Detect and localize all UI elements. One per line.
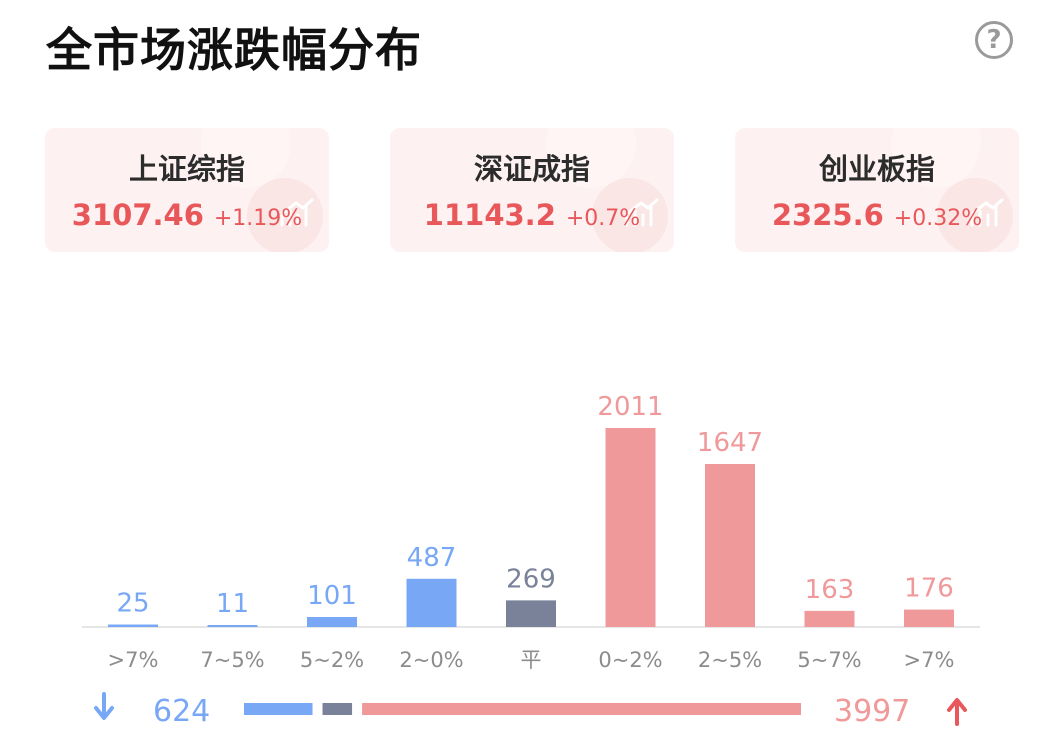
bar-down	[108, 624, 158, 627]
category-label: 7~5%	[200, 648, 264, 672]
card-decoration	[247, 178, 323, 252]
index-card-shenzhen[interactable]: 深证成指 11143.2 +0.7%	[390, 128, 674, 252]
bar-down	[307, 617, 357, 627]
help-icon[interactable]: ?	[975, 21, 1013, 59]
up-arrow-icon	[947, 698, 967, 726]
bar-value-label: 101	[307, 581, 357, 611]
bar-value-label: 487	[407, 543, 457, 573]
index-value: 2325.6	[771, 198, 884, 232]
index-change: +0.32%	[893, 206, 983, 231]
index-card-chinext[interactable]: 创业板指 2325.6 +0.32%	[735, 128, 1019, 252]
bar-down	[406, 578, 457, 627]
bar-value-label: 269	[506, 564, 556, 594]
category-label: 5~7%	[797, 648, 861, 672]
bar-value-label: 1647	[697, 428, 763, 458]
bar-up	[605, 428, 656, 627]
bar-value-label: 163	[805, 575, 855, 605]
down-total: 624	[153, 694, 210, 729]
category-label: 5~2%	[300, 648, 364, 672]
bar-value-label: 2011	[597, 392, 663, 422]
category-label: 2~0%	[399, 648, 463, 672]
category-label: 平	[521, 648, 542, 672]
card-decoration	[937, 178, 1013, 252]
card-decoration	[592, 178, 668, 252]
bar-up	[904, 609, 954, 627]
category-label: 2~5%	[698, 648, 762, 672]
ratio-bar-down	[244, 703, 313, 715]
index-card-shanghai[interactable]: 上证综指 3107.46 +1.19%	[45, 128, 329, 252]
trend-up-icon	[280, 198, 314, 227]
category-label: >7%	[904, 648, 955, 672]
page-title: 全市场涨跌幅分布	[46, 23, 422, 77]
index-change: +0.7%	[565, 206, 641, 231]
trend-up-icon	[625, 198, 659, 227]
index-change: +1.19%	[213, 206, 303, 231]
index-name: 深证成指	[473, 152, 590, 186]
bar-flat	[506, 600, 556, 627]
index-value: 11143.2	[423, 198, 556, 232]
index-value: 3107.46	[71, 198, 204, 232]
index-name: 创业板指	[818, 152, 935, 186]
bar-up	[705, 464, 755, 627]
category-label: 0~2%	[598, 648, 662, 672]
category-label: >7%	[108, 648, 159, 672]
index-name: 上证综指	[128, 152, 245, 186]
ratio-bar-up	[362, 703, 801, 715]
bar-value-label: 11	[216, 589, 249, 619]
down-arrow-icon	[94, 692, 114, 720]
bar-up	[804, 610, 855, 627]
bar-down	[207, 625, 258, 627]
up-total: 3997	[834, 694, 910, 729]
trend-up-icon	[970, 198, 1004, 227]
ratio-bar-flat	[322, 703, 353, 715]
bar-value-label: 25	[116, 589, 149, 619]
bar-value-label: 176	[904, 574, 954, 604]
